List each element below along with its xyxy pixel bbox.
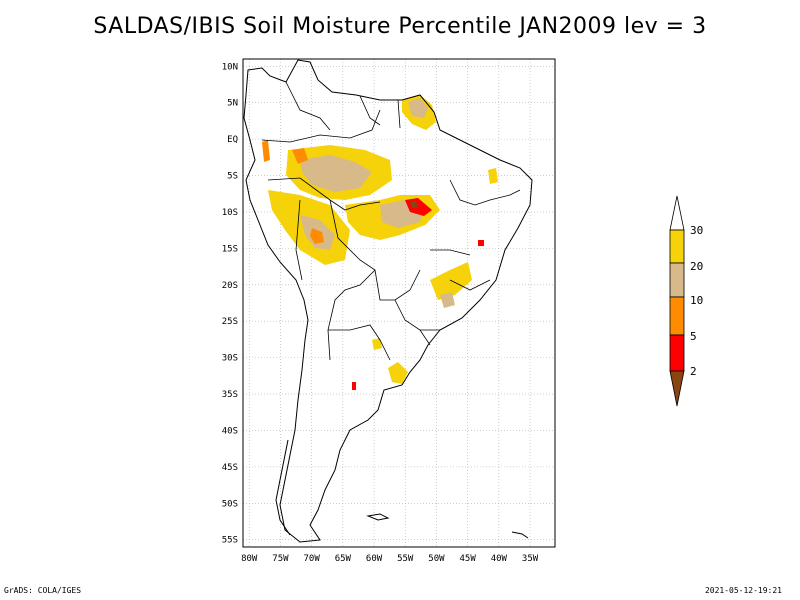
lat-tick-label: 10N: [222, 62, 238, 72]
lat-tick-label: 45S: [222, 463, 238, 473]
legend-top-arrow: [669, 195, 685, 231]
patch-central-brazil-brown: [410, 201, 418, 208]
lon-tick-label: 55W: [397, 554, 414, 564]
south-america-outline: [243, 59, 533, 543]
country-borders: [261, 81, 521, 361]
lat-tick-label: 55S: [222, 536, 238, 546]
lon-tick-label: 35W: [522, 554, 539, 564]
footer-timestamp: 2021-05-12-19:21: [704, 586, 782, 595]
lat-tick-label: EQ: [227, 135, 238, 145]
map-frame: [242, 58, 556, 548]
lat-tick-label: 30S: [222, 354, 238, 364]
lat-tick-label: 35S: [222, 390, 238, 400]
patch-upper-amazon-tan: [300, 155, 372, 192]
legend-swatch-5-10: [669, 296, 685, 336]
lon-tick-label: 80W: [241, 554, 258, 564]
lon-tick-label: 65W: [335, 554, 352, 564]
patch-guiana-tan: [408, 98, 428, 118]
falkland-islands: [366, 513, 390, 521]
latitude-labels: 10N 5N EQ 5S 10S 15S 20S 25S 30S 35S 40S 45S 50S 55S: [222, 62, 238, 545]
legend-label-2: 2: [690, 365, 697, 378]
legend-swatch-2-5: [669, 334, 685, 372]
lat-tick-label: 5N: [227, 99, 238, 109]
graticule-grid: [243, 59, 555, 547]
lat-tick-label: 15S: [222, 244, 238, 254]
patch-colombia: [262, 140, 270, 162]
legend-swatch-20-30: [669, 229, 685, 264]
longitude-labels: 80W 75W 70W 65W 60W 55W 50W 45W 40W 35W: [241, 554, 539, 564]
lon-tick-label: 45W: [460, 554, 477, 564]
south-georgia: [511, 531, 529, 539]
patch-east-brazil: [430, 262, 472, 300]
patch-amazon-orange: [292, 148, 308, 164]
lon-tick-label: 60W: [366, 554, 383, 564]
patch-argentina-red: [352, 382, 356, 390]
lat-tick-label: 5S: [227, 172, 238, 182]
lat-tick-label: 25S: [222, 317, 238, 327]
chile-fjords: [275, 439, 291, 536]
lon-tick-label: 75W: [272, 554, 289, 564]
lat-tick-label: 10S: [222, 208, 238, 218]
legend-label-5: 5: [690, 330, 697, 343]
colorbar-legend: 30 20 10 5 2: [669, 195, 703, 407]
footer-credit: GrADS: COLA/IGES: [4, 586, 82, 595]
patch-peru-orange: [310, 228, 324, 244]
patch-red-east: [478, 240, 484, 246]
coastline: [243, 59, 533, 543]
legend-label-20: 20: [690, 260, 703, 273]
lat-tick-label: 50S: [222, 499, 238, 509]
soil-moisture-patches: [262, 95, 498, 390]
map-title: SALDAS/IBIS Soil Moisture Percentile JAN…: [93, 14, 707, 39]
lon-tick-label: 70W: [304, 554, 321, 564]
legend-label-10: 10: [690, 294, 703, 307]
patch-uruguay-yellow: [388, 362, 408, 384]
legend-swatch-10-20: [669, 262, 685, 298]
patch-argentina-small: [372, 338, 382, 350]
patch-east-brazil-tan: [440, 292, 455, 308]
lat-tick-label: 20S: [222, 281, 238, 291]
lon-tick-label: 40W: [491, 554, 508, 564]
legend-label-30: 30: [690, 224, 703, 237]
lat-tick-label: 40S: [222, 426, 238, 436]
patch-nordeste: [488, 168, 498, 184]
lon-tick-label: 50W: [428, 554, 445, 564]
legend-bottom-arrow: [669, 370, 685, 407]
